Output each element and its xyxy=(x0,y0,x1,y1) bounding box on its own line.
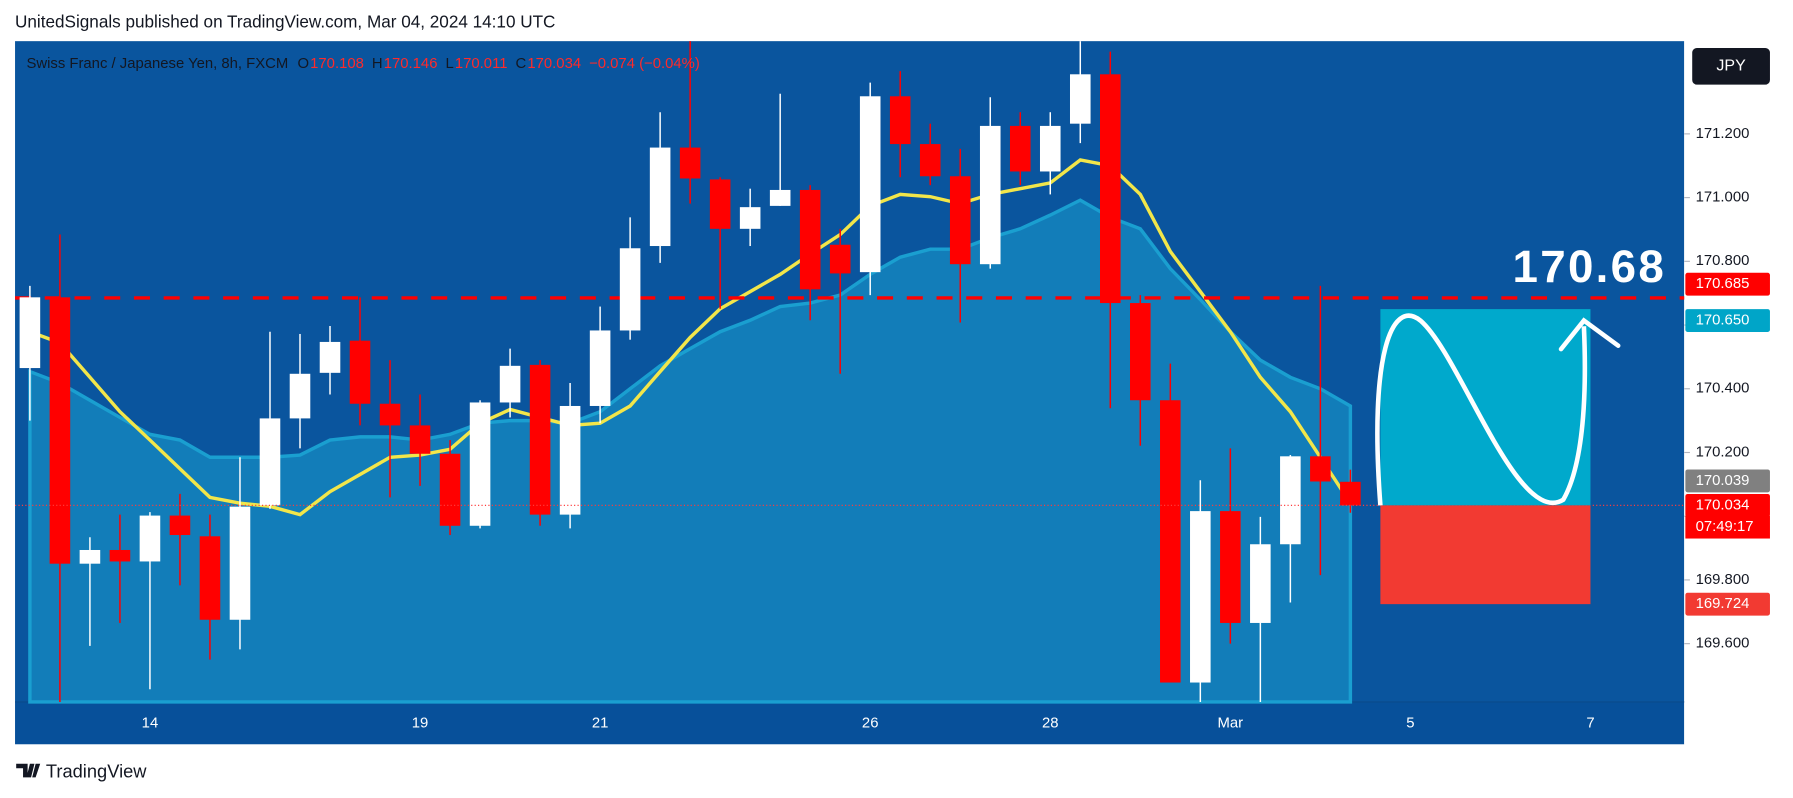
x-tick-label: 14 xyxy=(142,716,159,732)
close-label: 170.034 xyxy=(1696,497,1750,513)
y-tick-label: 171.000 xyxy=(1696,190,1750,206)
candle-body xyxy=(619,248,641,331)
candle-body xyxy=(1280,456,1301,545)
candle-body xyxy=(1160,400,1181,683)
brand-logo xyxy=(16,763,41,778)
y-tick-label: 170.200 xyxy=(1696,444,1750,460)
candle-body xyxy=(949,176,971,265)
candle-body xyxy=(409,425,431,454)
y-tick-label: 170.800 xyxy=(1696,253,1750,269)
candle-body xyxy=(1220,511,1241,623)
target-zone xyxy=(1380,309,1591,506)
plot: 170.68 xyxy=(15,41,1685,704)
countdown: 07:49:17 xyxy=(1696,519,1754,535)
candle-body xyxy=(109,549,131,562)
x-tick-label: Mar xyxy=(1218,716,1244,732)
x-tick-label: 7 xyxy=(1586,716,1594,732)
legend-text: −0.074 (−0.04%) xyxy=(589,56,700,72)
candle-body xyxy=(469,402,491,526)
legend-text: 170.146 xyxy=(384,56,438,72)
candle-body xyxy=(1190,511,1211,683)
target-label: 170.650 xyxy=(1696,312,1750,328)
candle-body xyxy=(829,244,851,274)
legend-text: 170.034 xyxy=(527,56,581,72)
countdown-bg xyxy=(1685,515,1770,539)
stop-label-bg xyxy=(1685,592,1770,616)
candle-body xyxy=(979,125,1001,265)
candle-body xyxy=(679,147,701,179)
candle-body xyxy=(379,403,401,426)
legend-text: 170.108 xyxy=(310,56,364,72)
drawn-arrow xyxy=(1558,317,1621,352)
stop-zone xyxy=(1380,505,1591,605)
candle-body xyxy=(1009,125,1031,172)
legend-text: L xyxy=(445,56,453,72)
resistance-label: 170.685 xyxy=(1696,276,1750,292)
candle-body xyxy=(349,340,371,404)
candle-body xyxy=(289,373,311,419)
candle-body xyxy=(769,189,791,206)
candle-body xyxy=(499,365,521,403)
candle-body xyxy=(859,96,881,273)
candle-body xyxy=(1039,125,1061,172)
moving-average xyxy=(29,158,1352,517)
prev-close-label: 170.039 xyxy=(1696,473,1750,489)
candle-body xyxy=(229,506,251,620)
x-tick-label: 21 xyxy=(592,716,609,732)
candle-body xyxy=(49,297,71,564)
legend-text: O xyxy=(297,56,309,72)
currency-label[interactable]: JPY xyxy=(1716,58,1746,75)
candle-body xyxy=(439,453,461,526)
brand-name: TradingView xyxy=(46,761,147,782)
x-tick-label: 19 xyxy=(412,716,429,732)
area xyxy=(28,198,1353,704)
prev-close-label-bg xyxy=(1685,469,1770,493)
candle-body xyxy=(1340,481,1361,506)
candle-body xyxy=(589,330,611,406)
time-axis-background xyxy=(15,701,1685,745)
candle-body xyxy=(19,297,41,369)
candle-body xyxy=(1100,74,1121,304)
x-tick-label: 5 xyxy=(1406,716,1414,732)
candle-body xyxy=(559,405,581,515)
y-tick-label: 170.400 xyxy=(1696,381,1750,397)
resistance-label-bg xyxy=(1685,272,1770,296)
candle-body xyxy=(649,147,671,247)
legend-text: H xyxy=(372,56,383,72)
target-label-bg xyxy=(1685,309,1770,332)
candle-body xyxy=(1250,544,1271,623)
annotation: 170.68 xyxy=(1513,241,1667,292)
candle-body xyxy=(319,341,341,373)
candle-body xyxy=(1130,303,1151,401)
candle-body xyxy=(169,515,191,536)
candle-body xyxy=(529,364,551,515)
drawn-curve xyxy=(1375,313,1588,506)
legend-text: Swiss Franc / Japanese Yen, 8h, FXCM xyxy=(26,56,288,72)
close-label-bg xyxy=(1685,493,1770,517)
candle-body xyxy=(139,515,161,562)
candle-body xyxy=(709,179,731,229)
candle-body xyxy=(739,207,761,229)
candle-body xyxy=(259,418,281,506)
x-tick-label: 28 xyxy=(1042,716,1059,732)
y-tick-label: 171.200 xyxy=(1696,126,1750,142)
stop-label: 169.724 xyxy=(1696,596,1750,612)
y-tick-label: 169.600 xyxy=(1696,636,1750,652)
publish-line: UnitedSignals published on TradingView.c… xyxy=(15,11,555,31)
currency-button[interactable] xyxy=(1692,48,1770,85)
legend-text: 170.011 xyxy=(455,56,508,72)
candle-body xyxy=(199,536,221,620)
candle-body xyxy=(799,189,821,290)
candle-body xyxy=(1310,456,1331,482)
candle-body xyxy=(889,96,911,145)
y-tick-label: 169.800 xyxy=(1696,572,1750,588)
candle-body xyxy=(919,144,941,177)
candle-body xyxy=(79,549,101,564)
candle-body xyxy=(1069,74,1091,124)
price-axis-background xyxy=(1684,41,1778,745)
legend-text: C xyxy=(516,56,527,72)
x-tick-label: 26 xyxy=(862,716,879,732)
